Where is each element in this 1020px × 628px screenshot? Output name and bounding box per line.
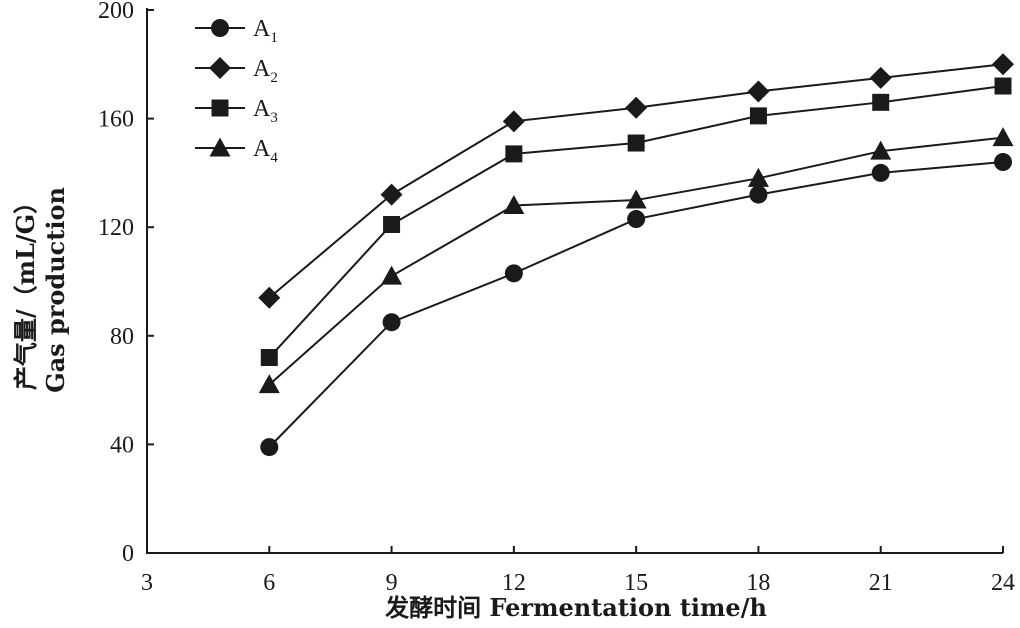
legend-label: A4 xyxy=(253,136,278,166)
x-tick-label: 18 xyxy=(746,570,770,596)
series-line xyxy=(268,136,1004,386)
x-axis-ticks: 3 6 9 12 15 18 21 24 xyxy=(141,546,1015,596)
x-tick-label: 6 xyxy=(263,570,275,596)
y-axis-title: 产气量/（mL/G） Gas production xyxy=(11,187,70,393)
legend-marker xyxy=(211,19,229,37)
legend-label-main: A xyxy=(253,136,271,162)
legend-label-main: A xyxy=(253,16,271,42)
data-point xyxy=(625,96,648,119)
data-point xyxy=(992,127,1014,147)
data-point xyxy=(260,438,279,457)
y-tick-label: 120 xyxy=(98,215,134,241)
data-point xyxy=(869,66,892,89)
legend-label-subscript: 3 xyxy=(270,110,278,126)
axes xyxy=(146,8,1003,554)
x-tick-label: 24 xyxy=(991,570,1015,596)
legend-label-main: A xyxy=(253,56,271,82)
y-axis-title-line2: Gas production xyxy=(41,187,70,393)
series-a2 xyxy=(258,53,1014,309)
data-point xyxy=(380,183,403,206)
data-point xyxy=(747,167,769,187)
legend-item: A3 xyxy=(195,96,278,126)
x-tick-label: 15 xyxy=(624,570,648,596)
series-a1 xyxy=(260,153,1012,457)
series-a4 xyxy=(258,127,1014,394)
x-tick-label: 12 xyxy=(502,570,526,596)
data-point xyxy=(258,374,280,394)
legend-label: A2 xyxy=(253,56,278,86)
x-tick-label: 21 xyxy=(869,570,893,596)
x-tick-label: 3 xyxy=(141,570,153,596)
data-point xyxy=(992,53,1014,76)
y-tick-label: 0 xyxy=(122,541,134,567)
data-point xyxy=(505,145,523,163)
data-point xyxy=(870,140,892,160)
legend-label: A1 xyxy=(253,16,278,46)
data-point xyxy=(382,313,401,332)
data-point xyxy=(994,153,1012,172)
legend-label-subscript: 1 xyxy=(270,30,278,46)
legend-item: A2 xyxy=(195,56,278,86)
data-point xyxy=(627,210,646,229)
series-layer xyxy=(258,53,1014,457)
data-point xyxy=(258,286,281,309)
data-point xyxy=(381,265,403,285)
y-tick-label: 80 xyxy=(110,324,134,350)
data-point xyxy=(383,215,401,233)
y-tick-label: 160 xyxy=(98,107,134,133)
legend-marker xyxy=(209,137,231,157)
data-point xyxy=(503,194,525,214)
data-point xyxy=(994,77,1012,95)
data-point xyxy=(625,189,647,209)
data-point xyxy=(502,110,525,133)
data-point xyxy=(627,134,645,152)
data-point xyxy=(260,349,278,367)
legend-item: A4 xyxy=(195,136,278,166)
data-point xyxy=(871,163,890,182)
legend-marker xyxy=(211,99,229,117)
series-a3 xyxy=(260,77,1012,367)
x-axis-title: 发酵时间 Fermentation time/h xyxy=(384,593,767,622)
data-point xyxy=(749,107,767,125)
legend-label: A3 xyxy=(253,96,278,126)
data-point xyxy=(872,93,890,111)
legend-marker xyxy=(209,57,231,79)
y-axis-ticks: 0 40 80 120 160 200 xyxy=(98,0,154,567)
data-point xyxy=(747,80,770,103)
data-point xyxy=(749,185,768,204)
legend-item: A1 xyxy=(195,16,278,46)
y-tick-label: 200 xyxy=(98,0,134,24)
x-tick-label: 9 xyxy=(386,570,398,596)
y-tick-label: 40 xyxy=(110,432,134,458)
legend-label-main: A xyxy=(253,96,271,122)
y-axis-title-line1: 产气量/（mL/G） xyxy=(11,190,40,390)
data-point xyxy=(504,264,523,283)
legend-label-subscript: 2 xyxy=(270,70,278,86)
legend-label-subscript: 4 xyxy=(270,150,278,166)
